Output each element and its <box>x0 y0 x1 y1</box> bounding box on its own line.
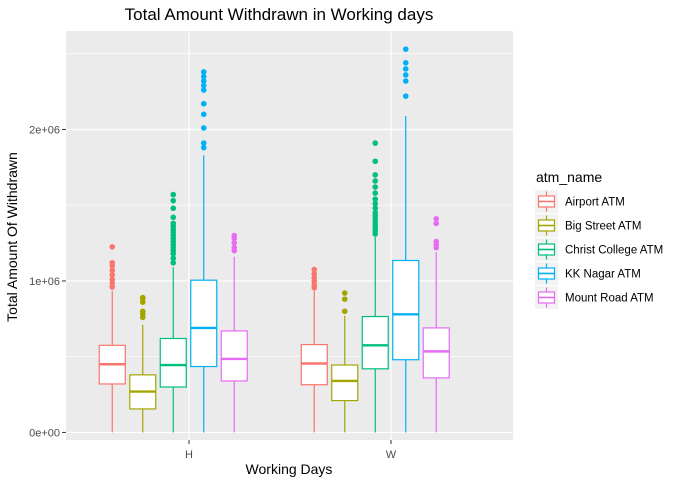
outlier-point <box>200 144 207 151</box>
iqr-box <box>220 330 248 382</box>
iqr-box <box>422 327 450 379</box>
outlier-point <box>170 220 177 227</box>
legend-label: Mount Road ATM <box>565 293 654 305</box>
outlier-point <box>109 259 116 266</box>
iqr-box <box>190 279 218 368</box>
box-airport-atm-w <box>300 266 328 433</box>
outlier-point <box>372 140 379 146</box>
iqr-box <box>331 364 359 402</box>
outlier-point <box>109 244 116 250</box>
outlier-point <box>372 158 379 165</box>
y-tick-label: 1e+06 <box>29 276 60 288</box>
outlier-point <box>200 125 207 131</box>
x-axis-title: Working Days <box>246 461 333 477</box>
outlier-point <box>341 296 348 302</box>
outlier-point <box>372 200 379 207</box>
outlier-point <box>109 276 116 283</box>
outlier-point <box>231 232 238 239</box>
box-christ-college-atm-h <box>159 191 187 433</box>
box-mount-road-atm-h <box>220 232 248 433</box>
iqr-box <box>159 337 187 388</box>
box-big-street-atm-h <box>129 294 157 433</box>
outlier-point <box>231 240 238 246</box>
legend-label: KK Nagar ATM <box>565 269 641 281</box>
outlier-point <box>200 100 207 107</box>
outlier-point <box>402 66 409 72</box>
y-axis: 0e+00 1e+06 2e+06 <box>29 124 66 439</box>
outlier-point <box>170 259 177 266</box>
outlier-point <box>170 191 177 198</box>
outlier-point <box>402 60 409 66</box>
outlier-point <box>170 255 177 262</box>
outlier-point <box>311 271 318 277</box>
y-tick-label: 0e+00 <box>29 427 60 439</box>
outlier-point <box>433 216 440 222</box>
legend-label: Big Street ATM <box>565 221 641 233</box>
outlier-point <box>139 294 146 301</box>
legend-title: atm_name <box>536 169 602 185</box>
outlier-point <box>372 190 379 196</box>
y-tick-label: 2e+06 <box>29 124 60 136</box>
outlier-point <box>109 267 116 274</box>
outlier-point <box>372 196 379 202</box>
x-tick-label: H <box>185 449 193 461</box>
legend-item-christ-college-atm: Christ College ATM <box>535 238 663 261</box>
outlier-point <box>433 220 440 227</box>
legend-item-mount-road-atm: Mount Road ATM <box>535 286 654 309</box>
y-axis-title: Total Amount Of Withdrawn <box>4 152 20 322</box>
box-layer <box>98 46 450 433</box>
box-mount-road-atm-w <box>422 216 450 433</box>
outlier-point <box>200 82 207 89</box>
outlier-point <box>170 205 177 212</box>
legend-item-big-street-atm: Big Street ATM <box>535 214 641 237</box>
box-christ-college-atm-w <box>361 140 389 433</box>
iqr-box <box>392 259 420 361</box>
outlier-point <box>139 308 146 315</box>
outlier-point <box>341 308 348 315</box>
outlier-point <box>200 87 207 93</box>
box-big-street-atm-w <box>331 290 359 433</box>
outlier-point <box>200 111 207 118</box>
outlier-point <box>402 78 409 84</box>
legend-item-kk-nagar-atm: KK Nagar ATM <box>535 262 641 285</box>
outlier-point <box>372 184 379 190</box>
outlier-point <box>372 205 379 212</box>
outlier-point <box>433 238 440 245</box>
outlier-point <box>200 78 207 84</box>
box-kk-nagar-atm-w <box>392 46 420 433</box>
outlier-point <box>200 69 207 75</box>
outlier-point <box>372 209 379 216</box>
outlier-point <box>402 72 409 78</box>
legend-label: Airport ATM <box>565 197 625 209</box>
legend: atm_name Airport ATM Big Street ATM Christ… <box>535 169 663 309</box>
chart-title: Total Amount Withdrawn in Working days <box>125 5 434 24</box>
outlier-point <box>231 244 238 251</box>
box-airport-atm-h <box>98 244 126 433</box>
outlier-point <box>372 178 379 184</box>
outlier-point <box>170 214 177 221</box>
legend-item-airport-atm: Airport ATM <box>535 190 625 213</box>
outlier-point <box>200 140 207 146</box>
outlier-point <box>372 172 379 178</box>
outlier-point <box>402 46 409 52</box>
outlier-point <box>311 266 318 273</box>
outlier-point <box>109 272 116 278</box>
x-tick-label: W <box>386 449 397 461</box>
grid-lines <box>66 31 513 440</box>
outlier-point <box>341 290 348 296</box>
box-kk-nagar-atm-h <box>190 69 218 433</box>
iqr-box <box>361 315 389 370</box>
outlier-point <box>200 73 207 80</box>
legend-label: Christ College ATM <box>565 245 663 257</box>
outlier-point <box>402 93 409 99</box>
outlier-point <box>170 197 177 204</box>
